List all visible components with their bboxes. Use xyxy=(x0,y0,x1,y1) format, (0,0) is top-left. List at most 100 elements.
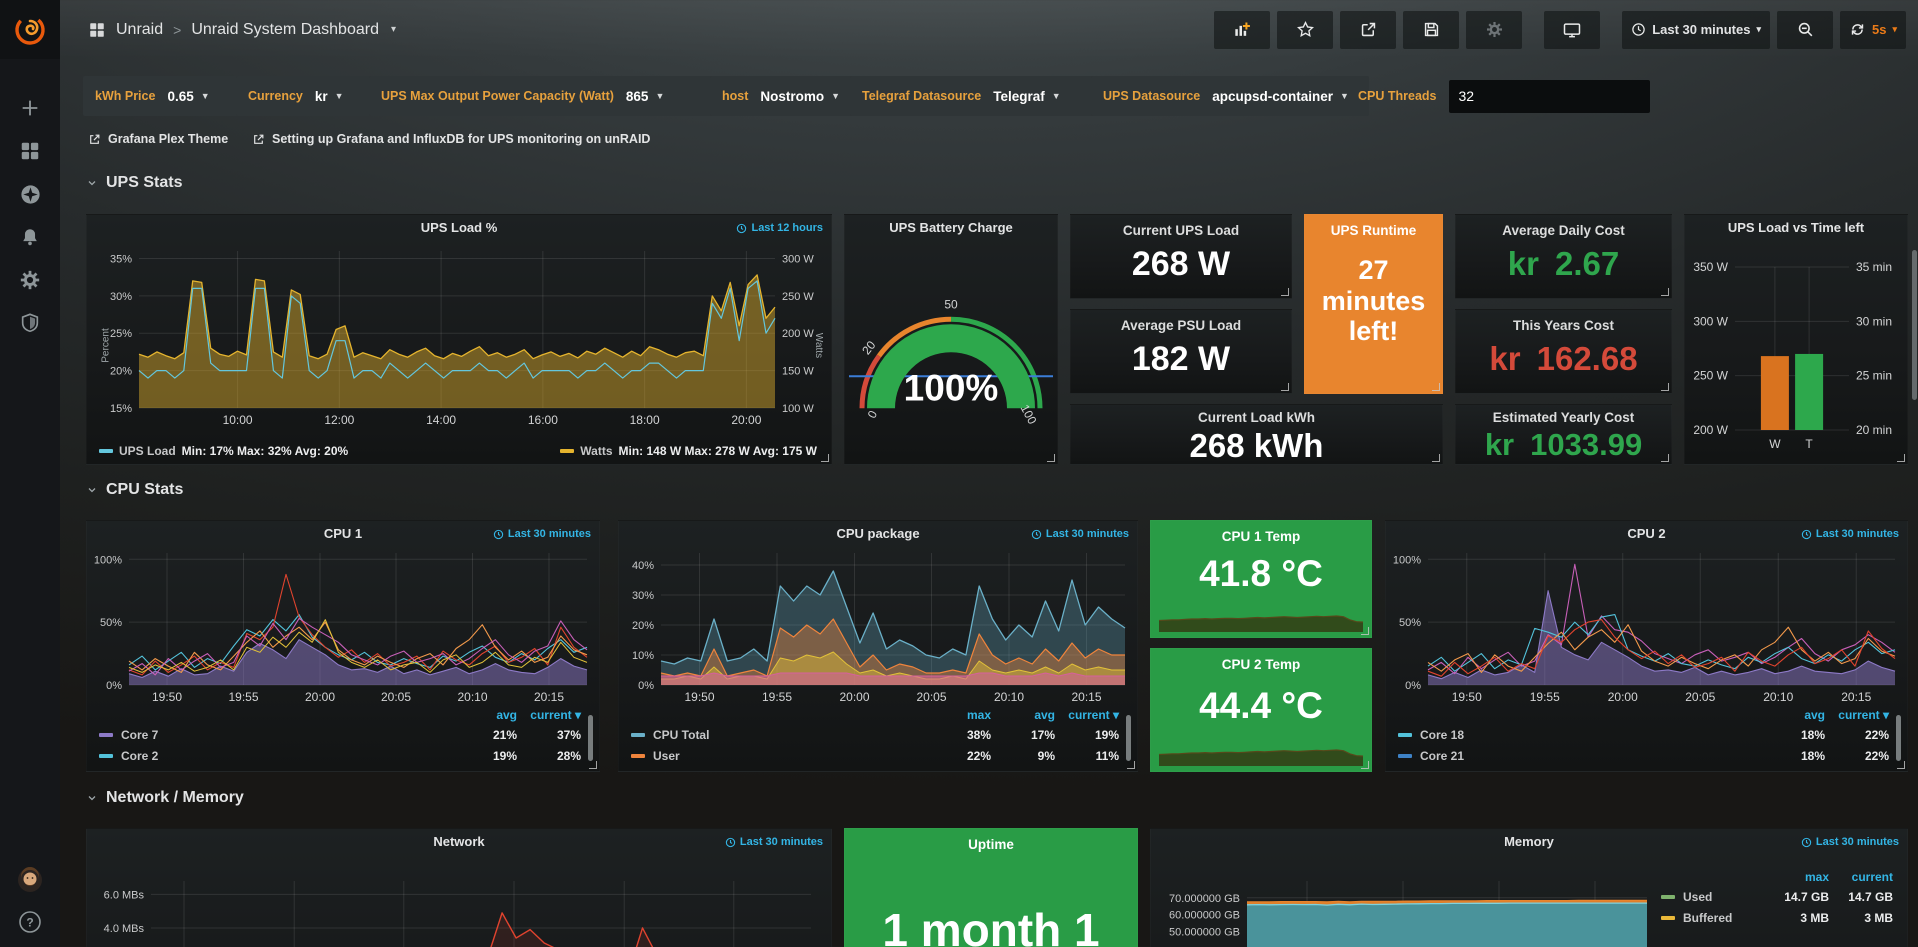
variable-value-dropdown[interactable]: Telegraf ▼ xyxy=(993,88,1061,104)
link-grafana-influxdb-ups-guide[interactable]: Setting up Grafana and InfluxDB for UPS … xyxy=(252,129,650,149)
zoom-out-time-button[interactable] xyxy=(1777,10,1833,49)
variable-value-dropdown[interactable]: apcupsd-container ▼ xyxy=(1212,88,1349,104)
legend-scrollbar[interactable] xyxy=(1126,715,1131,761)
stat-title[interactable]: UPS Runtime xyxy=(1330,223,1417,238)
help-icon[interactable]: ? xyxy=(17,909,43,935)
star-dashboard-button[interactable] xyxy=(1277,10,1334,49)
panel-resize-handle[interactable] xyxy=(1281,383,1289,391)
legend-scrollbar[interactable] xyxy=(588,715,593,761)
variable-ups-datasource[interactable]: UPS Datasource apcupsd-container ▼ xyxy=(1091,76,1369,116)
panel-title[interactable]: CPU package xyxy=(836,526,920,541)
section-cpu-stats[interactable]: CPU Stats xyxy=(86,481,183,499)
breadcrumb-app[interactable]: Unraid xyxy=(116,20,164,38)
panel-resize-handle[interactable] xyxy=(1897,454,1905,462)
page-scrollbar[interactable] xyxy=(1912,250,1917,400)
panel-resize-handle[interactable] xyxy=(1661,288,1669,296)
link-grafana-plex-theme[interactable]: Grafana Plex Theme xyxy=(88,129,228,149)
legend-row-buffered[interactable]: Buffered 3 MB 3 MB xyxy=(1661,907,1893,928)
panel-resize-handle[interactable] xyxy=(1281,288,1289,296)
time-range-picker[interactable]: Last 30 minutes ▾ xyxy=(1622,10,1770,49)
panel-resize-handle[interactable] xyxy=(821,454,829,462)
legend-item-watts[interactable]: Watts Min: 148 W Max: 278 W Avg: 175 W xyxy=(560,444,817,458)
stat-title[interactable]: Average Daily Cost xyxy=(1502,223,1625,238)
stat-title[interactable]: Current Load kWh xyxy=(1198,410,1315,425)
refresh-interval-label[interactable]: 5s xyxy=(1872,22,1887,37)
legend-row-core-18[interactable]: Core 18 18% 22% xyxy=(1398,724,1889,745)
legend-row-cpu-total[interactable]: CPU Total 38% 17% 19% xyxy=(631,724,1119,745)
breadcrumb-dashboard-title[interactable]: Unraid System Dashboard xyxy=(191,20,379,38)
stat-value: 41.8 °C xyxy=(1199,553,1323,594)
panel-title[interactable]: UPS Load % xyxy=(420,220,498,235)
panel-title[interactable]: Memory xyxy=(1504,834,1554,849)
variable-value-dropdown[interactable]: kr ▼ xyxy=(314,88,344,104)
legend-column-avg[interactable]: avg xyxy=(496,707,517,722)
server-admin-shield-icon[interactable] xyxy=(17,310,43,336)
panel-resize-handle[interactable] xyxy=(1432,383,1440,391)
legend-column-current[interactable]: current ▾ xyxy=(530,707,581,722)
variable-value-dropdown[interactable]: 0.65 ▼ xyxy=(167,88,210,104)
cycle-view-mode-button[interactable] xyxy=(1544,10,1601,49)
refresh-interval-caret-icon[interactable]: ▾ xyxy=(1892,24,1897,34)
legend-column-avg[interactable]: avg xyxy=(1034,707,1055,722)
variable-currency[interactable]: Currency kr ▼ xyxy=(236,76,377,116)
stat-title[interactable]: This Years Cost xyxy=(1512,318,1615,333)
stat-title[interactable]: Average PSU Load xyxy=(1120,318,1242,333)
stat-title[interactable]: Current UPS Load xyxy=(1122,223,1240,238)
panel-resize-handle[interactable] xyxy=(1661,383,1669,391)
stat-title[interactable]: Uptime xyxy=(968,837,1014,852)
cpu-threads-input[interactable] xyxy=(1448,79,1650,113)
legend-column-max[interactable]: max xyxy=(966,707,991,722)
variable-value-dropdown[interactable]: Nostromo ▼ xyxy=(760,88,841,104)
save-dashboard-button[interactable] xyxy=(1403,10,1460,49)
configuration-gear-icon[interactable] xyxy=(17,267,43,293)
panel-title[interactable]: Network xyxy=(433,834,485,849)
dashboard-title-caret-icon[interactable]: ▾ xyxy=(390,24,396,35)
panel-title[interactable]: CPU 1 xyxy=(323,526,363,541)
refresh-button[interactable]: 5s ▾ xyxy=(1840,10,1906,49)
user-avatar[interactable] xyxy=(17,867,43,893)
legend-row-core-7[interactable]: Core 7 21% 37% xyxy=(99,724,581,745)
legend-row-core-2[interactable]: Core 2 19% 28% xyxy=(99,745,581,766)
variable-telegraf-datasource[interactable]: Telegraf Datasource Telegraf ▼ xyxy=(850,76,1099,116)
panel-title[interactable]: UPS Load vs Time left xyxy=(1727,220,1865,235)
legend-row-core-21[interactable]: Core 21 18% 22% xyxy=(1398,745,1889,766)
section-network-memory[interactable]: Network / Memory xyxy=(86,789,244,807)
legend-column-avg[interactable]: avg xyxy=(1804,707,1825,722)
explore-compass-icon[interactable] xyxy=(17,181,43,207)
panel-resize-handle[interactable] xyxy=(1361,761,1369,769)
legend-row-used[interactable]: Used 14.7 GB 14.7 GB xyxy=(1661,886,1893,907)
variable-ups-max-power[interactable]: UPS Max Output Power Capacity (Watt) 865… xyxy=(369,76,721,116)
grafana-logo-icon[interactable] xyxy=(0,0,60,59)
panel-resize-handle[interactable] xyxy=(1432,454,1440,462)
variable-label: kWh Price xyxy=(95,89,156,103)
stat-title[interactable]: CPU 2 Temp xyxy=(1221,657,1301,672)
legend-scrollbar[interactable] xyxy=(1896,715,1901,761)
panel-resize-handle[interactable] xyxy=(589,761,597,769)
variable-host[interactable]: host Nostromo ▼ xyxy=(710,76,860,116)
legend-column-current[interactable]: current ▾ xyxy=(1838,707,1889,722)
variable-value-dropdown[interactable]: 865 ▼ xyxy=(625,88,665,104)
legend-column-current[interactable]: current ▾ xyxy=(1068,707,1119,722)
section-ups-stats[interactable]: UPS Stats xyxy=(86,174,182,192)
legend-column-current[interactable]: current xyxy=(1851,869,1893,884)
variable-kwh-price[interactable]: kWh Price 0.65 ▼ xyxy=(83,76,248,116)
share-dashboard-button[interactable] xyxy=(1340,10,1397,49)
panel-resize-handle[interactable] xyxy=(1361,627,1369,635)
create-plus-icon[interactable] xyxy=(17,95,43,121)
dashboard-grid-icon[interactable] xyxy=(88,21,106,39)
panel-resize-handle[interactable] xyxy=(1047,454,1055,462)
legend-row-user[interactable]: User 22% 9% 11% xyxy=(631,745,1119,766)
panel-resize-handle[interactable] xyxy=(1897,761,1905,769)
panel-resize-handle[interactable] xyxy=(1661,454,1669,462)
legend-column-max[interactable]: max xyxy=(1804,869,1829,884)
panel-title[interactable]: UPS Battery Charge xyxy=(889,220,1013,235)
stat-title[interactable]: Estimated Yearly Cost xyxy=(1492,410,1635,425)
legend-item-ups-load[interactable]: UPS Load Min: 17% Max: 32% Avg: 20% xyxy=(99,444,348,458)
stat-title[interactable]: CPU 1 Temp xyxy=(1221,529,1301,544)
add-panel-button[interactable] xyxy=(1214,10,1271,49)
panel-resize-handle[interactable] xyxy=(1127,761,1135,769)
panel-title[interactable]: CPU 2 xyxy=(1627,526,1666,541)
dashboard-settings-button[interactable] xyxy=(1466,10,1523,49)
dashboards-icon[interactable] xyxy=(17,138,43,164)
alerting-bell-icon[interactable] xyxy=(17,224,43,250)
